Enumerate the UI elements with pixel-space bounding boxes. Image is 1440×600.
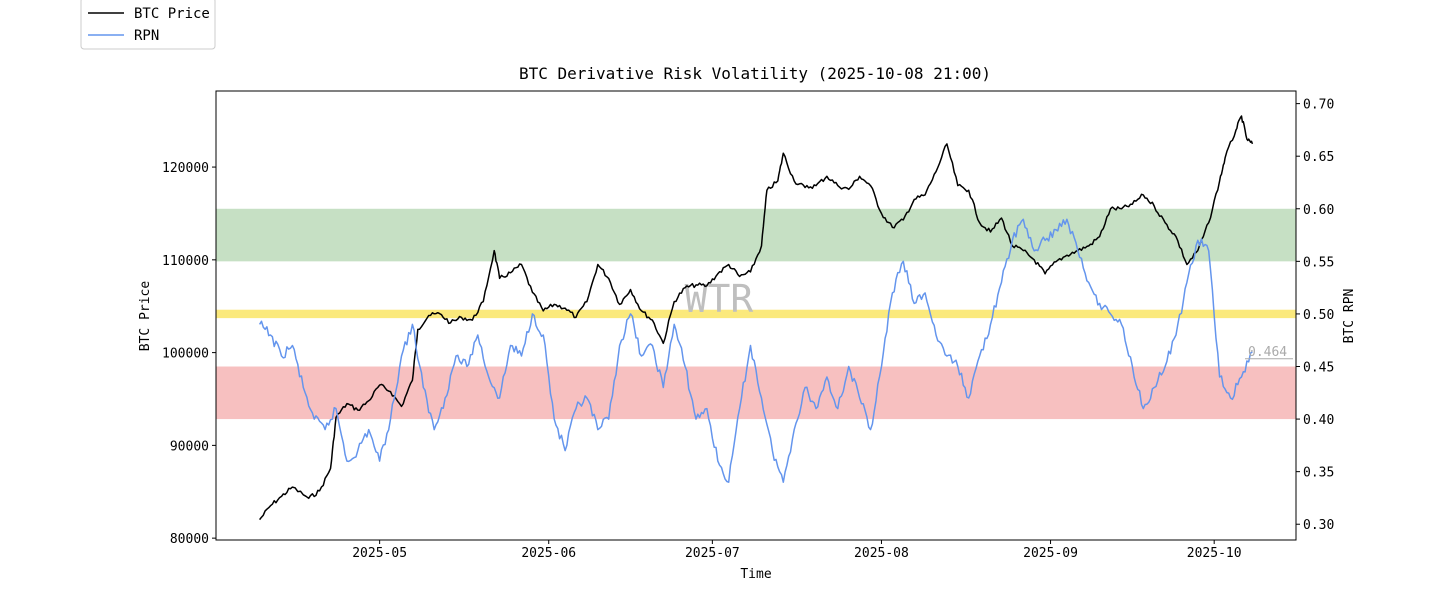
legend-label-rpn: RPN [134,28,159,44]
x-tick-label-5: 2025-10 [1187,546,1242,561]
y-axis-right: 0.30 0.35 0.40 0.45 0.50 0.55 0.60 0.65 0.70 [1296,98,1334,533]
x-tick-label-3: 2025-08 [854,546,909,561]
x-axis-title: Time [740,567,771,582]
y-right-tick-label-3: 0.45 [1303,360,1334,375]
legend-label-btc-price: BTC Price [134,6,210,22]
rpn-band-0 [216,208,1296,262]
last-value-label: 0.464 [1248,345,1287,360]
series-layer [258,115,1254,521]
x-tick-label-4: 2025-09 [1023,546,1078,561]
y-right-tick-label-7: 0.65 [1303,150,1334,165]
rpn-band-1 [216,309,1296,319]
legend: BTC Price RPN [80,0,216,50]
x-tick-label-0: 2025-05 [352,546,407,561]
watermark: WTR [685,277,754,321]
y-right-tick-label-8: 0.70 [1303,98,1334,113]
y-right-tick-label-2: 0.40 [1303,413,1334,428]
series-line-btc-price [259,115,1254,521]
y-left-tick-label-4: 120000 [162,161,209,176]
x-axis: 2025-05 2025-06 2025-07 2025-08 2025-09 2025-… [352,540,1242,561]
chart-title: BTC Derivative Risk Volatility (2025-10-… [519,64,991,83]
x-tick-label-2: 2025-07 [685,546,740,561]
y-axis-left-title: BTC Price [138,281,153,352]
y-left-tick-label-0: 80000 [170,532,209,547]
y-left-tick-label-1: 90000 [170,439,209,454]
x-tick-label-1: 2025-06 [521,546,576,561]
y-axis-left: 80000 90000 100000 110000 120000 [162,161,216,547]
y-right-tick-label-1: 0.35 [1303,466,1334,481]
y-right-tick-label-0: 0.30 [1303,518,1334,533]
last-value-marker: 0.464 [1245,345,1293,360]
y-left-tick-label-2: 100000 [162,347,209,362]
y-left-tick-label-3: 110000 [162,254,209,269]
plot-frame [215,90,1297,541]
y-right-tick-label-5: 0.55 [1303,255,1334,270]
y-right-tick-label-6: 0.60 [1303,203,1334,218]
series-line-rpn [258,218,1253,483]
y-right-tick-label-4: 0.50 [1303,308,1334,323]
y-axis-right-title: BTC RPN [1342,289,1357,344]
